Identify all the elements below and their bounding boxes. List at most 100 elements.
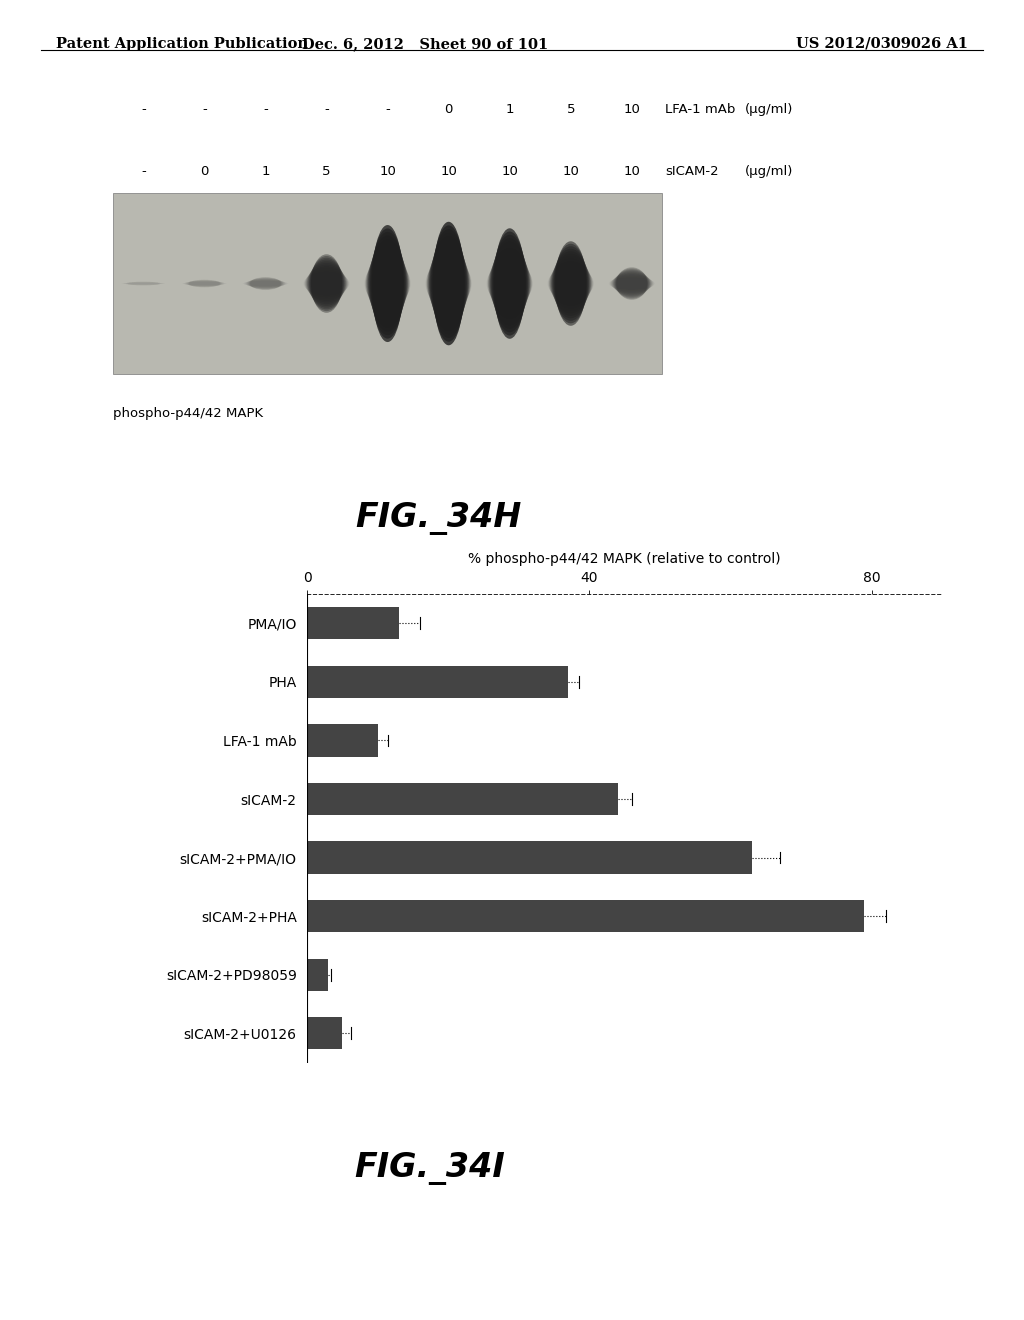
Text: LFA-1 mAb: LFA-1 mAb [666, 103, 736, 116]
Ellipse shape [555, 244, 587, 323]
Ellipse shape [305, 268, 347, 300]
Ellipse shape [304, 272, 349, 296]
Ellipse shape [366, 256, 410, 312]
Text: 5: 5 [566, 103, 575, 116]
Ellipse shape [307, 264, 346, 302]
Ellipse shape [305, 269, 348, 297]
Ellipse shape [488, 257, 531, 310]
Ellipse shape [550, 261, 592, 306]
Text: (μg/ml): (μg/ml) [744, 165, 794, 178]
Ellipse shape [612, 272, 651, 296]
Text: -: - [385, 103, 390, 116]
Ellipse shape [306, 267, 347, 301]
Text: 10: 10 [502, 165, 518, 178]
Ellipse shape [366, 259, 410, 308]
Ellipse shape [426, 261, 472, 306]
Ellipse shape [611, 275, 652, 293]
Ellipse shape [368, 249, 408, 318]
Text: (μg/ml): (μg/ml) [744, 103, 794, 116]
Ellipse shape [615, 268, 648, 298]
Bar [307, 665, 568, 698]
Text: 10: 10 [624, 165, 640, 178]
Text: 5: 5 [323, 165, 331, 178]
Ellipse shape [616, 267, 647, 300]
Ellipse shape [433, 222, 464, 346]
Ellipse shape [372, 224, 403, 342]
Bar [307, 841, 752, 874]
Ellipse shape [371, 232, 404, 335]
Text: 1: 1 [261, 165, 269, 178]
Ellipse shape [432, 228, 466, 338]
Ellipse shape [431, 232, 466, 334]
Ellipse shape [489, 251, 530, 317]
Ellipse shape [372, 228, 403, 339]
Ellipse shape [493, 238, 527, 329]
Ellipse shape [369, 242, 407, 325]
Bar [307, 783, 617, 816]
Text: 10: 10 [379, 165, 396, 178]
Text: FIG._34H: FIG._34H [355, 503, 521, 536]
Text: US 2012/0309026 A1: US 2012/0309026 A1 [796, 37, 968, 51]
Text: phospho-p44/42 MAPK: phospho-p44/42 MAPK [113, 407, 263, 420]
Ellipse shape [428, 251, 470, 317]
Ellipse shape [307, 263, 345, 304]
Bar [307, 900, 864, 932]
Ellipse shape [486, 264, 532, 304]
Ellipse shape [311, 255, 342, 313]
Text: Dec. 6, 2012   Sheet 90 of 101: Dec. 6, 2012 Sheet 90 of 101 [302, 37, 548, 51]
Ellipse shape [249, 277, 283, 289]
Ellipse shape [248, 279, 283, 289]
Ellipse shape [493, 235, 526, 333]
Ellipse shape [613, 271, 650, 296]
Ellipse shape [615, 269, 648, 298]
Ellipse shape [548, 265, 593, 301]
Ellipse shape [426, 257, 471, 309]
Text: -: - [141, 103, 145, 116]
Ellipse shape [309, 260, 344, 308]
Bar [307, 958, 329, 991]
Ellipse shape [553, 248, 589, 318]
Ellipse shape [549, 264, 593, 304]
Text: -: - [325, 103, 329, 116]
Ellipse shape [427, 255, 470, 313]
Bar [307, 725, 378, 756]
Ellipse shape [430, 240, 468, 327]
Text: 10: 10 [624, 103, 640, 116]
Ellipse shape [429, 243, 468, 323]
Text: 0: 0 [201, 165, 209, 178]
Ellipse shape [488, 253, 530, 313]
Ellipse shape [250, 277, 281, 290]
Ellipse shape [492, 242, 528, 326]
Ellipse shape [610, 275, 653, 292]
Text: 10: 10 [562, 165, 580, 178]
Ellipse shape [495, 228, 525, 339]
Text: Patent Application Publication: Patent Application Publication [56, 37, 308, 51]
Text: -: - [141, 165, 145, 178]
Ellipse shape [555, 242, 586, 326]
Ellipse shape [552, 253, 590, 313]
Text: 10: 10 [440, 165, 457, 178]
Bar [113, 193, 663, 374]
Ellipse shape [553, 251, 589, 315]
Ellipse shape [432, 226, 465, 342]
Text: sICAM-2: sICAM-2 [666, 165, 719, 178]
Ellipse shape [612, 273, 651, 294]
Ellipse shape [428, 247, 469, 319]
Ellipse shape [551, 256, 591, 312]
Text: 1: 1 [506, 103, 514, 116]
Ellipse shape [614, 271, 649, 297]
Ellipse shape [247, 279, 284, 289]
Ellipse shape [490, 244, 528, 322]
Ellipse shape [370, 235, 406, 331]
Ellipse shape [610, 276, 653, 292]
Ellipse shape [308, 261, 345, 306]
Ellipse shape [309, 257, 343, 309]
Text: -: - [202, 103, 207, 116]
Ellipse shape [368, 246, 408, 322]
Text: -: - [263, 103, 268, 116]
Ellipse shape [367, 252, 409, 314]
Ellipse shape [551, 259, 591, 309]
Ellipse shape [490, 248, 529, 319]
Ellipse shape [487, 260, 532, 306]
Ellipse shape [430, 236, 467, 331]
